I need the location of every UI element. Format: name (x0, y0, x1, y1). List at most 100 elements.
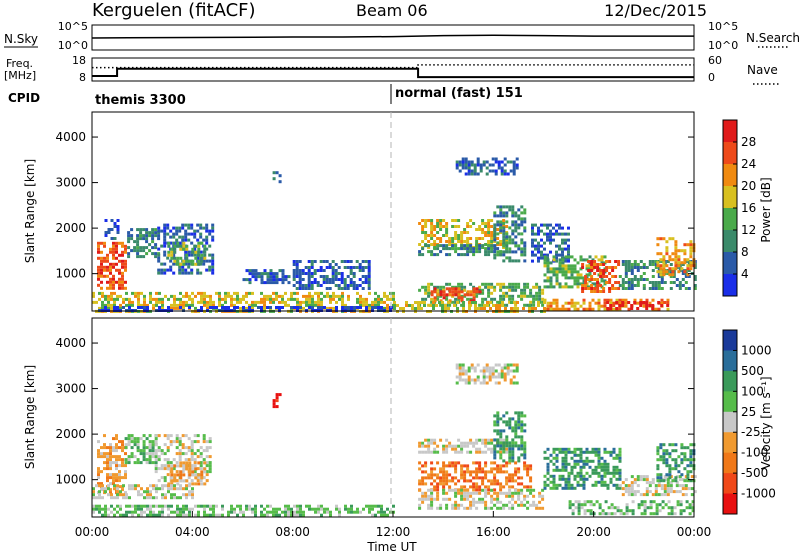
heatmap-cell (484, 485, 488, 489)
heatmap-cell (190, 452, 194, 456)
heatmap-cell (128, 510, 131, 514)
heatmap-cell (185, 479, 189, 483)
heatmap-cell (148, 434, 152, 438)
nave-label: Nave (747, 63, 778, 77)
velocity-heatmap (92, 363, 697, 517)
heatmap-cell (549, 474, 553, 478)
heatmap-cell (421, 491, 425, 495)
heatmap-cell (166, 223, 170, 227)
heatmap-cell (675, 484, 679, 488)
heatmap-cell (154, 464, 158, 468)
heatmap-cell (305, 504, 308, 508)
heatmap-cell (531, 307, 534, 310)
heatmap-cell (484, 253, 488, 257)
heatmap-cell (430, 497, 434, 501)
heatmap-cell (611, 284, 615, 287)
heatmap-cell (427, 285, 431, 289)
heatmap-cell (325, 281, 329, 284)
heatmap-cell (337, 284, 341, 287)
heatmap-cell (526, 485, 530, 489)
heatmap-cell (537, 259, 540, 263)
heatmap-cell (552, 301, 556, 305)
heatmap-cell (597, 465, 601, 469)
heatmap-cell (630, 484, 634, 488)
heatmap-cell (433, 234, 437, 237)
heatmap-cell (669, 487, 673, 491)
heatmap-cell (248, 504, 251, 508)
heatmap-cell (356, 507, 359, 511)
heatmap-cell (154, 434, 158, 438)
heatmap-cell (546, 462, 550, 466)
heatmap-cell (662, 237, 666, 241)
heatmap-cell (317, 507, 320, 511)
heatmap-cell (597, 480, 601, 484)
heatmap-cell (248, 281, 252, 285)
heatmap-cell (555, 223, 558, 227)
heatmap-cell (266, 504, 269, 508)
heatmap-cell (526, 303, 530, 307)
heatmap-cell (577, 500, 581, 504)
heatmap-cell (187, 446, 191, 450)
heatmap-cell (657, 484, 661, 488)
heatmap-cell (590, 266, 594, 269)
heatmap-cell (118, 446, 121, 450)
heatmap-cell (561, 462, 565, 466)
heatmap-cell (335, 507, 338, 511)
heatmap-cell (467, 366, 471, 370)
heatmap-cell (597, 462, 601, 466)
heatmap-cell (493, 438, 497, 442)
heatmap-cell (473, 172, 477, 176)
heatmap-cell (175, 452, 179, 456)
heatmap-cell (597, 304, 601, 308)
heatmap-cell (511, 211, 515, 215)
heatmap-cell (460, 296, 464, 300)
heatmap-cell (314, 291, 317, 295)
heatmap-cell (523, 288, 527, 292)
heatmap-cell (433, 438, 437, 442)
heatmap-cell (505, 285, 509, 289)
heatmap-cell (613, 512, 617, 516)
heatmap-cell (579, 471, 583, 475)
heatmap-cell (624, 490, 628, 494)
power-heatmap (92, 157, 697, 313)
heatmap-cell (134, 294, 137, 298)
heatmap-cell (248, 272, 252, 276)
heatmap-cell (158, 306, 161, 309)
heatmap-cell (582, 465, 586, 469)
heatmap-cell (98, 493, 101, 497)
heatmap-cell (170, 306, 173, 310)
heatmap-cell (448, 485, 452, 489)
heatmap-cell (155, 484, 158, 488)
heatmap-cell (194, 244, 198, 248)
heatmap-cell (427, 473, 431, 477)
heatmap-cell (202, 476, 206, 480)
heatmap-cell (505, 423, 509, 427)
heatmap-cell (179, 473, 183, 477)
heatmap-cell (188, 297, 191, 301)
heatmap-cell (494, 160, 498, 164)
heatmap-cell (499, 450, 503, 454)
heatmap-cell (98, 496, 101, 500)
heatmap-cell (651, 281, 655, 284)
heatmap-cell (182, 259, 186, 263)
heatmap-cell (109, 452, 112, 456)
heatmap-cell (429, 304, 432, 307)
heatmap-cell (110, 291, 113, 295)
heatmap-cell (487, 506, 491, 510)
heatmap-cell (97, 256, 100, 260)
heatmap-cell (630, 487, 634, 491)
heatmap-cell (113, 507, 116, 511)
heatmap-cell (254, 504, 257, 508)
heatmap-cell (481, 488, 485, 492)
heatmap-cell (211, 268, 215, 272)
heatmap-cell (245, 269, 249, 273)
heatmap-cell (609, 471, 613, 475)
heatmap-cell (693, 275, 697, 278)
heatmap-cell (139, 449, 143, 453)
heatmap-cell (665, 452, 669, 456)
heatmap-cell (460, 244, 464, 248)
heatmap-cell (218, 297, 221, 301)
heatmap-cell (481, 228, 485, 231)
heatmap-cell (106, 265, 109, 269)
heatmap-cell (212, 510, 215, 514)
